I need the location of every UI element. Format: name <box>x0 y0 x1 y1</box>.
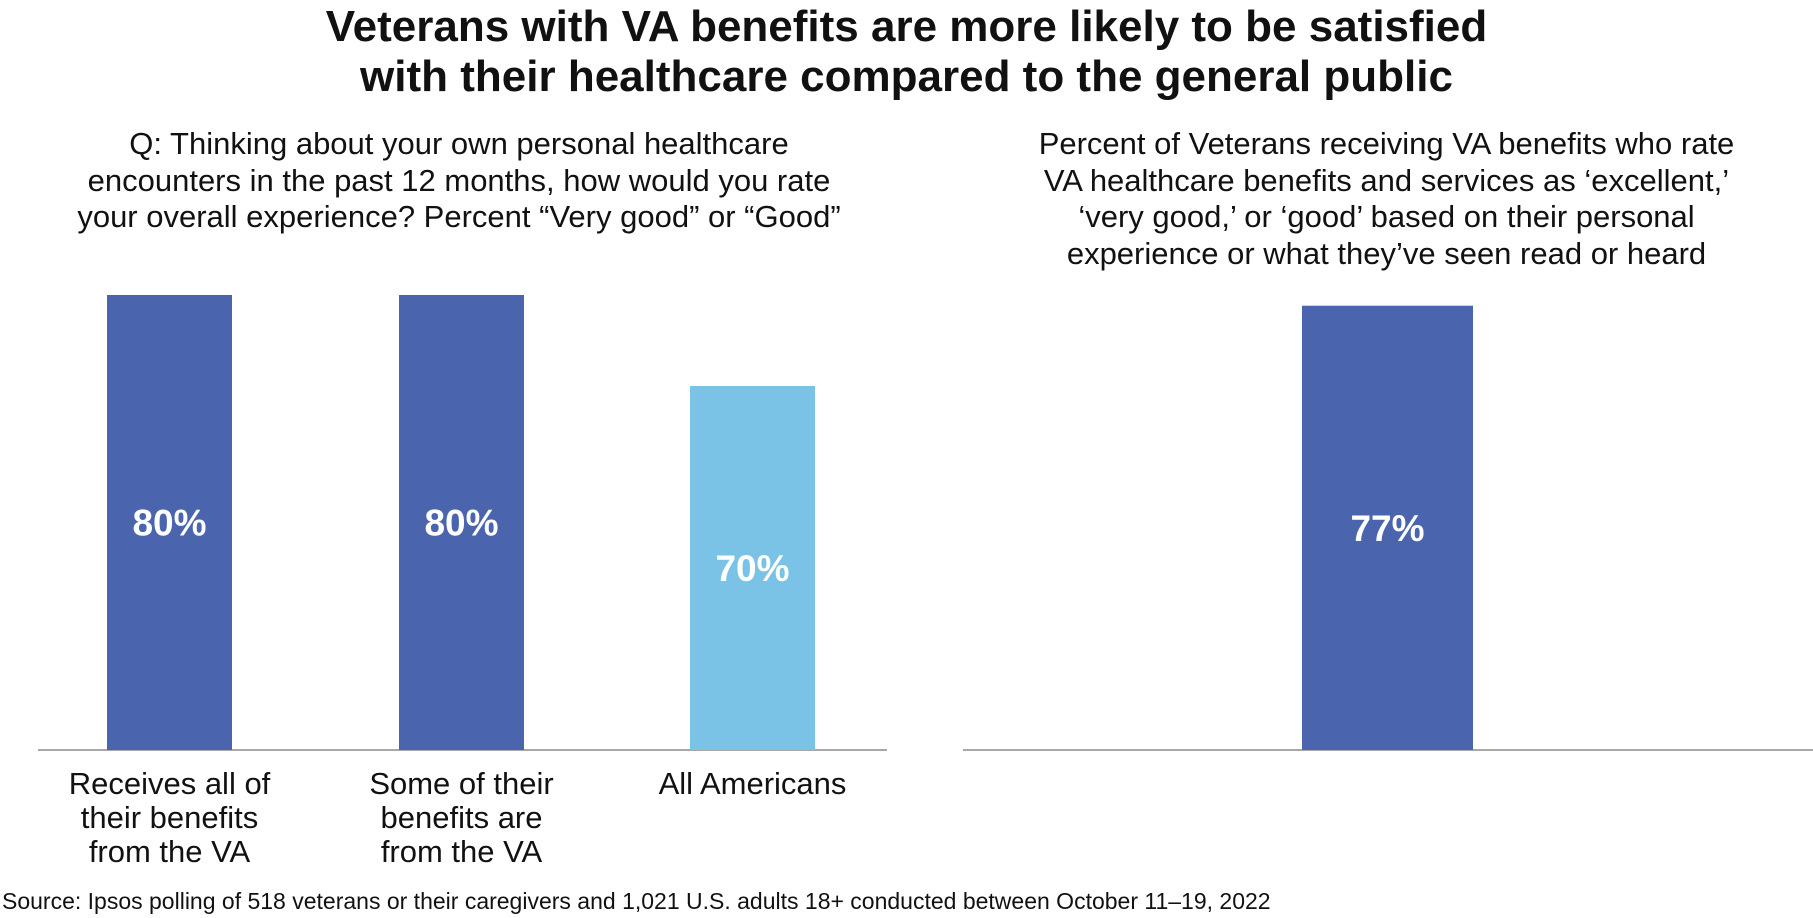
bar <box>107 295 232 750</box>
chart-title: Veterans with VA benefits are more likel… <box>0 2 1813 102</box>
subtitle-line: your overall experience? Percent “Very g… <box>77 199 841 234</box>
bar <box>1302 305 1473 750</box>
title-line: Veterans with VA benefits are more likel… <box>325 2 1488 51</box>
category-label: benefits are <box>381 800 543 835</box>
subtitle-line: Percent of Veterans receiving VA benefit… <box>1038 126 1735 161</box>
bar <box>690 386 815 750</box>
left-chart-subtitle: Q: Thinking about your own personal heal… <box>0 126 918 236</box>
subtitle-line: experience or what they’ve seen read or … <box>1066 235 1707 271</box>
category-label: from the VA <box>89 834 251 869</box>
title-line: with their healthcare compared to the ge… <box>360 52 1453 101</box>
category-label: Receives all of <box>69 766 271 801</box>
subtitle-line: Q: Thinking about your own personal heal… <box>129 126 789 161</box>
bar-value-label: 80% <box>424 503 498 544</box>
subtitle-line: VA healthcare benefits and services as ‘… <box>1043 162 1730 198</box>
subtitle-line: encounters in the past 12 months, how wo… <box>87 162 831 198</box>
bar-value-label: 77% <box>1350 508 1424 549</box>
source-note: Source: Ipsos polling of 518 veterans or… <box>2 888 1271 914</box>
category-label: from the VA <box>381 834 543 869</box>
category-label: All Americans <box>659 766 847 801</box>
bar-value-label: 80% <box>132 503 206 544</box>
bar <box>399 295 524 750</box>
category-label: Some of their <box>369 766 553 801</box>
subtitle-line: ‘very good,’ or ‘good’ based on their pe… <box>1078 199 1695 234</box>
bar-value-label: 70% <box>715 548 789 589</box>
category-label: their benefits <box>81 800 259 835</box>
right-chart-subtitle: Percent of Veterans receiving VA benefit… <box>960 126 1813 272</box>
